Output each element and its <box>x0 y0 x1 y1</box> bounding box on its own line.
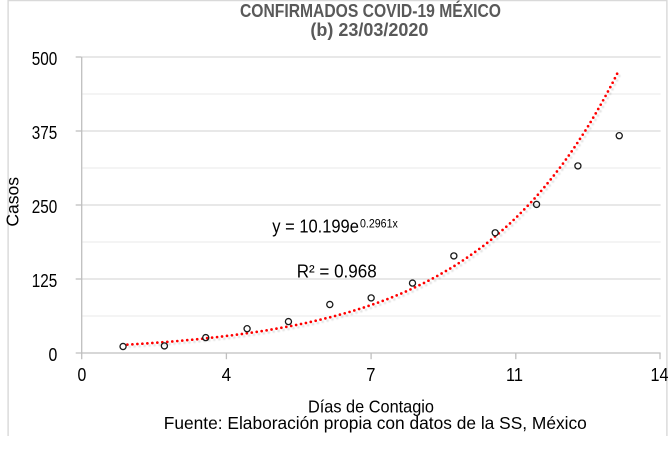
svg-text:y = 10.199e: y = 10.199e <box>272 217 359 237</box>
svg-text:R² = 0.968: R² = 0.968 <box>297 262 377 282</box>
svg-text:Fuente: Elaboración propia con: Fuente: Elaboración propia con datos de … <box>164 413 587 433</box>
svg-text:11: 11 <box>506 364 523 385</box>
svg-text:14: 14 <box>651 364 669 385</box>
svg-text:Casos: Casos <box>3 177 23 227</box>
svg-text:0.2961x: 0.2961x <box>360 216 399 230</box>
svg-text:7: 7 <box>366 364 375 385</box>
svg-text:0: 0 <box>49 344 58 365</box>
svg-text:(b) 23/03/2020: (b) 23/03/2020 <box>310 19 428 40</box>
svg-text:500: 500 <box>32 48 58 69</box>
svg-text:375: 375 <box>32 122 58 143</box>
svg-text:0: 0 <box>78 364 87 385</box>
svg-text:CONFIRMADOS COVID-19 MÉXICO: CONFIRMADOS COVID-19 MÉXICO <box>240 0 501 21</box>
svg-text:125: 125 <box>32 270 58 291</box>
svg-text:250: 250 <box>32 196 58 217</box>
svg-text:4: 4 <box>222 364 232 385</box>
svg-text:Días de Contagio: Días de Contagio <box>308 396 434 416</box>
